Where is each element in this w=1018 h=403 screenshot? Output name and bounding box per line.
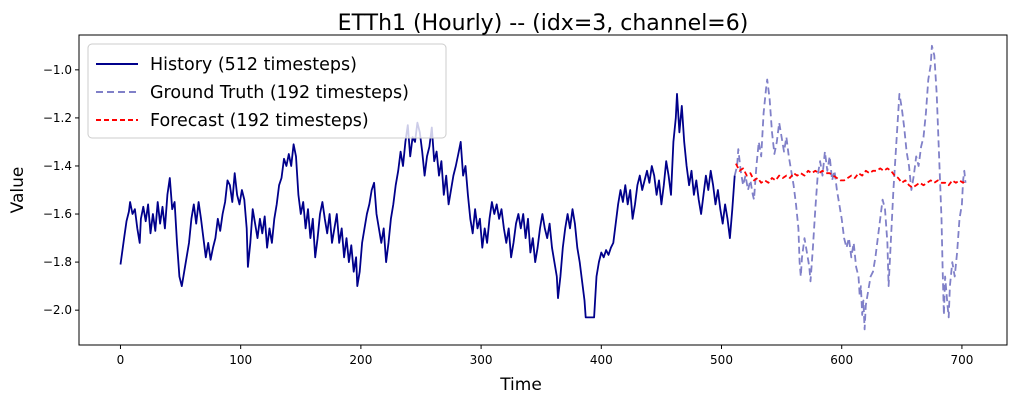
plot-frame bbox=[78, 34, 1008, 346]
y-axis: −2.0 −1.8 −1.6 −1.4 −1.2 −1.0 bbox=[43, 63, 79, 317]
ground-truth-line bbox=[733, 44, 967, 331]
legend-label-history: History (512 timesteps) bbox=[150, 55, 357, 75]
x-tick-label: 0 bbox=[117, 353, 125, 367]
x-tick-label: 200 bbox=[349, 353, 372, 367]
history-line bbox=[119, 93, 736, 319]
series-layer bbox=[119, 44, 967, 331]
legend-label-ground-truth: Ground Truth (192 timesteps) bbox=[150, 83, 409, 103]
y-axis-label: Value bbox=[8, 167, 28, 214]
legend-box bbox=[87, 43, 447, 139]
legend-label-forecast: Forecast (192 timesteps) bbox=[150, 111, 369, 131]
x-tick-label: 600 bbox=[830, 353, 853, 367]
y-tick-label: −1.2 bbox=[43, 111, 72, 125]
x-axis-label: Time bbox=[499, 375, 542, 395]
forecast-line bbox=[735, 163, 967, 189]
x-tick-label: 700 bbox=[950, 353, 973, 367]
y-tick-label: −1.6 bbox=[43, 207, 72, 221]
y-tick-label: −1.8 bbox=[43, 255, 72, 269]
x-tick-label: 500 bbox=[710, 353, 733, 367]
x-axis: 0 100 200 300 400 500 600 700 bbox=[117, 345, 973, 367]
legend: History (512 timesteps) Ground Truth (19… bbox=[87, 43, 447, 139]
x-tick-label: 300 bbox=[470, 353, 493, 367]
x-tick-label: 100 bbox=[229, 353, 252, 367]
chart-title: ETTh1 (Hourly) -- (idx=3, channel=6) bbox=[338, 11, 749, 36]
y-tick-label: −2.0 bbox=[43, 303, 72, 317]
y-tick-label: −1.4 bbox=[43, 159, 72, 173]
x-tick-label: 400 bbox=[590, 353, 613, 367]
y-tick-label: −1.0 bbox=[43, 63, 72, 77]
